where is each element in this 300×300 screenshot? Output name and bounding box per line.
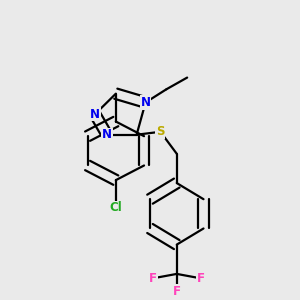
Text: Cl: Cl xyxy=(110,202,122,214)
Text: F: F xyxy=(173,285,181,298)
Text: F: F xyxy=(149,272,157,285)
Text: S: S xyxy=(156,125,165,138)
Text: N: N xyxy=(102,128,112,141)
Text: N: N xyxy=(140,96,151,109)
Text: N: N xyxy=(90,108,100,121)
Text: F: F xyxy=(196,272,205,285)
